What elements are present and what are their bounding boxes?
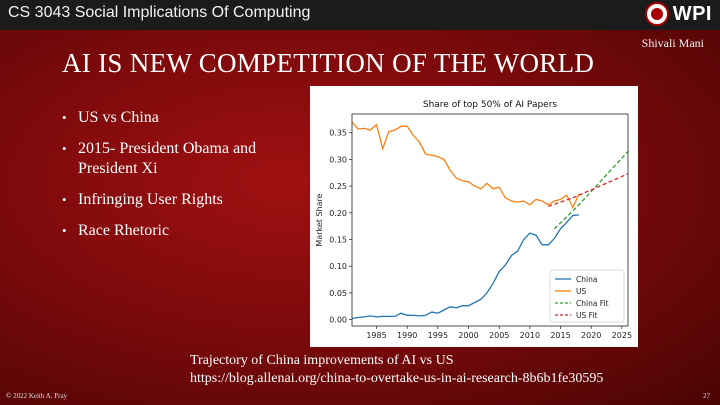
bullet-item: Infringing User Rights xyxy=(60,190,300,210)
copyright: © 2022 Keith A. Pray xyxy=(6,392,68,400)
y-tick-label: 0.35 xyxy=(329,129,347,138)
y-tick-label: 0.00 xyxy=(329,316,347,325)
slide-title: AI IS NEW COMPETITION OF THE WORLD xyxy=(62,48,595,78)
bullet-item: US vs China xyxy=(60,108,300,128)
y-tick-label: 0.10 xyxy=(329,262,347,271)
y-tick-label: 0.25 xyxy=(329,182,347,191)
caption: Trajectory of China improvements of AI v… xyxy=(190,352,603,388)
x-tick-label: 2010 xyxy=(520,331,540,340)
y-tick-label: 0.20 xyxy=(329,209,347,218)
series-line-us-fit xyxy=(548,173,629,208)
header-bar: CS 3043 Social Implications Of Computing… xyxy=(0,0,720,30)
y-tick-label: 0.30 xyxy=(329,155,347,164)
x-tick-label: 1995 xyxy=(428,331,448,340)
chart-title: Share of top 50% of AI Papers xyxy=(423,100,558,110)
legend-label: China xyxy=(576,275,597,284)
x-tick-label: 2015 xyxy=(550,331,570,340)
x-tick-label: 1990 xyxy=(397,331,417,340)
author-name: Shivali Mani xyxy=(641,36,704,50)
legend-label: US Fit xyxy=(576,311,597,320)
chart-container: Share of top 50% of AI Papers 1985 1990 199… xyxy=(310,86,638,347)
wpi-logo-text: WPI xyxy=(672,2,712,25)
bullet-item: Race Rhetoric xyxy=(60,221,300,241)
bullet-list: US vs China 2015- President Obama and Pr… xyxy=(60,108,300,252)
y-tick-label: 0.15 xyxy=(329,235,347,244)
x-tick-label: 2025 xyxy=(612,331,632,340)
legend-box xyxy=(549,269,625,323)
x-tick-label: 1985 xyxy=(366,331,386,340)
legend-label: China Fit xyxy=(576,299,609,308)
wpi-seal-icon xyxy=(644,2,669,26)
series-line-china-fit xyxy=(553,150,629,230)
line-chart: Share of top 50% of AI Papers 1985 1990 199… xyxy=(315,100,632,340)
y-tick-label: 0.05 xyxy=(329,289,347,298)
series-line-china xyxy=(351,214,579,320)
x-tick-label: 2000 xyxy=(458,331,478,340)
page-number: 27 xyxy=(703,392,710,400)
plot-frame xyxy=(351,113,629,327)
legend-label: US xyxy=(576,287,586,296)
y-axis-label: Market Share xyxy=(315,193,324,246)
x-tick-label: 2020 xyxy=(581,331,601,340)
bullet-item: 2015- President Obama and President Xi xyxy=(60,139,300,179)
x-tick-label: 2005 xyxy=(489,331,509,340)
course-title: CS 3043 Social Implications Of Computing xyxy=(8,4,311,21)
wpi-logo: WPI xyxy=(644,2,712,26)
caption-text: Trajectory of China improvements of AI v… xyxy=(190,353,454,368)
series-line-us xyxy=(351,121,580,210)
source-link[interactable]: https://blog.allenai.org/china-to-overta… xyxy=(190,371,604,386)
